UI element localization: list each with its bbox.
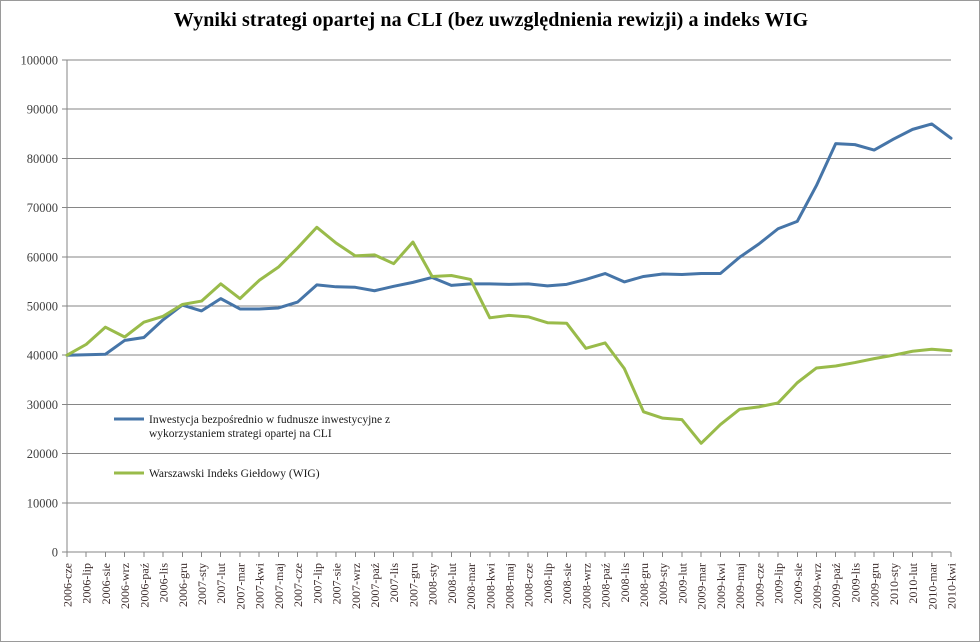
x-tick-label: 2007-cze (291, 563, 305, 607)
y-tick-label: 80000 (27, 152, 58, 166)
x-tick-label: 2008-kwi (483, 562, 497, 609)
y-tick-label: 20000 (27, 447, 58, 461)
x-tick-label: 2009-kwi (714, 562, 728, 609)
x-tick-label: 2007-lis (387, 563, 401, 603)
x-tick-label: 2006-sie (99, 563, 113, 604)
x-tick-label: 2007-mar (233, 563, 247, 610)
x-tick-label: 2006-gru (176, 563, 190, 607)
y-tick-label: 40000 (27, 349, 58, 363)
x-tick-label: 2008-wrz (579, 563, 593, 609)
x-tick-label: 2007-kwi (253, 562, 267, 609)
x-tick-label: 2008-gru (637, 563, 651, 607)
x-tick-label: 2006-lis (157, 563, 171, 603)
x-axis-tick-labels: 2006-cze 2006-lip 2006-sie 2006-wrz 2006-paź… (61, 562, 959, 609)
x-tick-label: 2008-paź (599, 563, 613, 608)
legend-label-wig-index: Warszawski Indeks Giełdowy (WIG) (149, 468, 320, 480)
x-tick-label: 2006-lip (80, 563, 94, 604)
y-tick-label: 30000 (27, 398, 58, 412)
x-tick-label: 2010-kwi (945, 562, 959, 609)
x-tick-label: 2007-sie (330, 563, 344, 604)
chart-legend: Inwestycja bezpośrednio w fudnusze inwes… (114, 414, 390, 480)
x-tick-label: 2007-lip (310, 563, 324, 604)
x-tick-label: 2007-sty (195, 563, 209, 605)
legend-label-strategy-cli-line2: wykorzystaniem strategi opartej na CLI (149, 428, 332, 440)
x-tick-label: 2010-lut (906, 562, 920, 603)
x-tick-label: 2008-sie (560, 563, 574, 604)
x-tick-label: 2009-lip (772, 563, 786, 604)
x-tick-label: 2009-paź (829, 563, 843, 608)
x-tick-label: 2008-cze (522, 563, 536, 607)
series-line-strategy-cli (65, 122, 953, 357)
x-tick-label: 2009-lut (675, 562, 689, 603)
x-tick-label: 2009-sie (791, 563, 805, 604)
x-tick-label: 2008-lip (541, 563, 555, 604)
chart-title: Wyniki strategi opartej na CLI (bez uwzg… (173, 9, 809, 31)
y-tick-label: 90000 (27, 103, 58, 117)
x-tick-label: 2007-maj (272, 563, 286, 609)
x-tick-label: 2009-wrz (810, 563, 824, 609)
x-tick-label: 2009-sty (656, 563, 670, 605)
y-tick-label: 10000 (27, 496, 58, 510)
x-tick-label: 2008-lis (618, 563, 632, 603)
x-tick-label: 2007-lut (214, 562, 228, 603)
x-tick-label: 2008-maj (503, 563, 517, 609)
x-tick-label: 2007-paź (368, 563, 382, 608)
x-tick-label: 2006-cze (61, 563, 75, 607)
x-tick-label: 2009-mar (695, 563, 709, 610)
x-tick-label: 2010-mar (925, 563, 939, 610)
data-series-group (65, 122, 953, 445)
x-tick-label: 2006-paź (137, 563, 151, 608)
axis-lines (66, 59, 951, 553)
x-tick-label: 2007-wrz (349, 563, 363, 609)
x-tick-label: 2009-gru (868, 563, 882, 607)
y-axis-tick-labels: 0 10000 20000 30000 40000 50000 60000 70000 8000… (21, 54, 59, 560)
x-tick-label: 2008-sty (426, 563, 440, 605)
x-tick-label: 2010-sty (887, 563, 901, 605)
y-tick-label: 100000 (21, 54, 59, 68)
legend-label-strategy-cli: Inwestycja bezpośrednio w fudnusze inwes… (149, 414, 390, 426)
x-tick-label: 2009-cze (752, 563, 766, 607)
y-tick-label: 50000 (27, 300, 58, 314)
y-tick-label: 60000 (27, 250, 58, 264)
x-tick-label: 2006-wrz (118, 563, 132, 609)
y-tick-label: 70000 (27, 201, 58, 215)
x-tick-label: 2009-lis (848, 563, 862, 603)
x-tick-label: 2009-maj (733, 563, 747, 609)
series-line-wig-index (65, 225, 953, 445)
x-tick-label: 2008-mar (464, 563, 478, 610)
y-tick-label: 0 (52, 546, 58, 560)
x-tick-label: 2007-gru (406, 563, 420, 607)
x-tick-label: 2008-lut (445, 562, 459, 603)
